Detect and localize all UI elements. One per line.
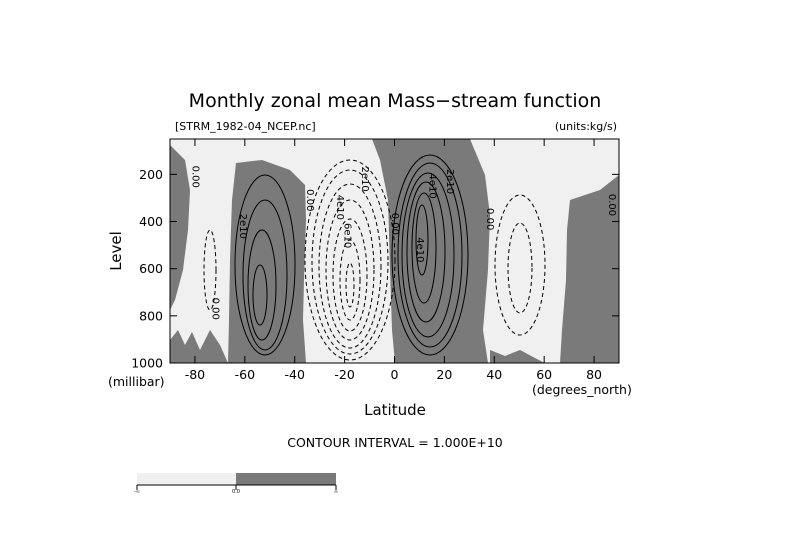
contour-interval-text: CONTOUR INTERVAL = 1.000E+10 (287, 435, 503, 450)
contour-line (325, 199, 375, 341)
y-axis: 200 400 600 800 1000 (131, 167, 619, 371)
contour-label: 0.00 (484, 208, 495, 230)
chart-subtitle-left: [STRM_1982-04_NCEP.nc] (175, 120, 316, 133)
contour-label: 2e10 (237, 214, 248, 239)
y-tick-label: 800 (139, 308, 163, 323)
x-unit-label: (degrees_north) (532, 382, 632, 397)
contour-label: 4e10 (426, 174, 437, 199)
x-tick-label: 20 (436, 367, 452, 382)
contour-labels: 0.00 2e10 0.00 4e10 2e10 6e10 0.00 2e10 4e10 4e10… (189, 166, 617, 320)
contour-label: 0.00 (209, 298, 220, 320)
contour-line (304, 159, 396, 361)
colorbar-label-max: ∞ (334, 489, 338, 495)
positive-contours (234, 154, 469, 356)
colorbar-label-zero: 0.0 (232, 489, 240, 495)
negative-contours (203, 159, 546, 361)
y-axis-title: Level (107, 231, 125, 271)
x-tick-label: -80 (185, 367, 205, 382)
contour-label: 0.00 (606, 194, 617, 216)
contour-line (494, 194, 546, 336)
contour-label: 6e10 (342, 223, 353, 248)
contour-line (411, 192, 437, 304)
x-tick-label: 40 (486, 367, 502, 382)
contour-line (203, 229, 217, 311)
contour-line (318, 183, 382, 349)
x-tick-label: 60 (536, 367, 552, 382)
contour-line (339, 239, 361, 321)
x-tick-label: -60 (235, 367, 255, 382)
x-tick-label: 0 (391, 367, 399, 382)
colorbar-swatch-negative (137, 473, 236, 485)
chart-subtitle-right: (units:kg/s) (555, 120, 617, 133)
y-tick-label: 400 (139, 214, 163, 229)
contour-line (401, 172, 455, 338)
y-tick-label: 1000 (131, 356, 163, 371)
contour-label: 2e10 (444, 169, 455, 194)
positive-region-north-edge (560, 175, 619, 363)
contour-line (345, 262, 355, 308)
x-axis: -80 -60 -40 -20 0 20 40 60 80 (185, 139, 602, 382)
x-tick-label: -40 (285, 367, 305, 382)
y-tick-label: 600 (139, 261, 163, 276)
y-tick-label: 200 (139, 167, 163, 182)
contour-label: 2e10 (359, 166, 370, 191)
contour-line (242, 199, 288, 351)
contour-line (415, 204, 429, 276)
contour-line (406, 181, 446, 323)
x-axis-title: Latitude (364, 401, 426, 419)
contour-label: 0.00 (389, 213, 400, 235)
contour-line (332, 218, 368, 332)
positive-region-north-surface (490, 350, 545, 363)
contour-line (252, 264, 268, 326)
contour-line (507, 222, 533, 314)
contour-label: 0.00 (189, 166, 200, 188)
contour-line (311, 169, 389, 355)
colorbar-label-min: -∞ (134, 489, 140, 495)
y-unit-label: (millibar) (108, 374, 165, 389)
positive-region-south-cell (228, 160, 306, 363)
contour-line (234, 174, 296, 356)
x-tick-label: -20 (334, 367, 354, 382)
positive-region-south-surface (170, 330, 228, 363)
contour-label: 4e10 (334, 195, 345, 220)
contour-label: 4e10 (414, 237, 425, 262)
colorbar: -∞ 0.0 ∞ (134, 473, 338, 495)
chart-title: Monthly zonal mean Mass−stream function (189, 90, 602, 112)
colorbar-swatch-positive (236, 473, 336, 485)
contour-line (391, 154, 469, 356)
contour-label: 0.00 (304, 189, 315, 211)
plot-area: 0.00 2e10 0.00 4e10 2e10 6e10 0.00 2e10 4e10 4e10… (169, 138, 620, 364)
x-tick-label: 80 (586, 367, 602, 382)
contour-line (247, 229, 277, 341)
contour-line (397, 162, 463, 348)
